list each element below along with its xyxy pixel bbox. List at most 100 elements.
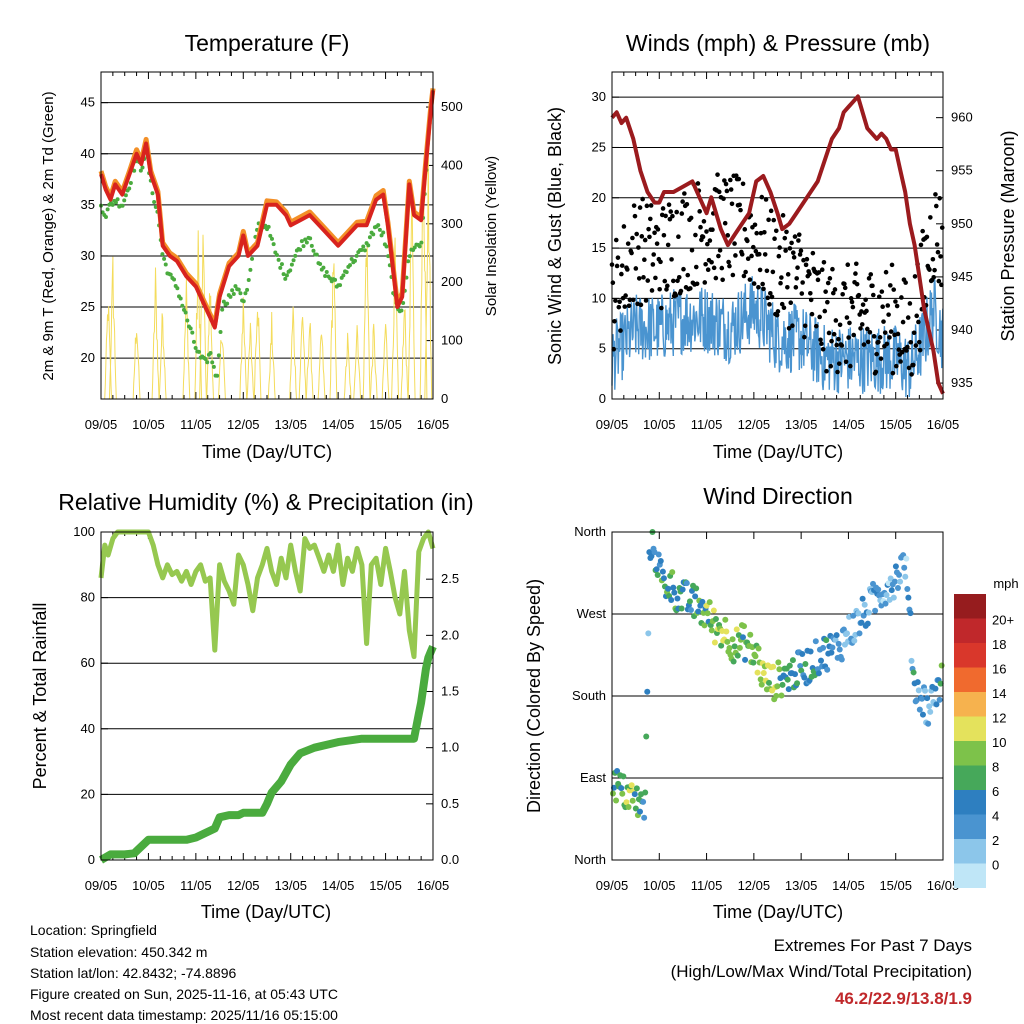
dewpoint-point <box>236 287 241 292</box>
wind-direction-xtick-label: 13/05 <box>785 878 818 893</box>
solar-insolation-trace <box>289 306 297 400</box>
temperature-ytick-label: 45 <box>81 95 95 110</box>
rh-xtick-label: 10/05 <box>132 878 165 893</box>
gust-point <box>688 286 693 291</box>
dewpoint-point <box>175 286 180 291</box>
gust-point <box>703 261 708 267</box>
dewpoint-point <box>183 310 188 315</box>
wind-direction-point <box>801 674 808 681</box>
gust-point <box>745 238 750 244</box>
dewpoint-point <box>314 252 319 257</box>
gust-point <box>754 230 759 236</box>
gust-point <box>899 295 904 300</box>
gust-point <box>785 272 791 277</box>
gust-point <box>807 271 812 277</box>
dewpoint-point <box>298 247 303 252</box>
gust-point <box>781 305 787 310</box>
gust-point <box>759 194 765 200</box>
temperature-xtick-label: 12/05 <box>227 417 260 432</box>
gust-point <box>782 235 788 241</box>
solar-insolation-trace <box>267 311 276 400</box>
dewpoint-point <box>208 350 213 355</box>
wind-direction-point <box>915 687 922 694</box>
wind-direction-point <box>722 616 729 623</box>
rh-xlabel: Time (Day/UTC) <box>201 902 331 922</box>
wind-direction-point <box>671 589 678 596</box>
wind-direction-xtick-label: 10/05 <box>643 878 676 893</box>
gust-point <box>881 319 886 324</box>
dewpoint-point <box>381 230 386 235</box>
dewpoint-point <box>406 259 411 264</box>
gust-point <box>903 280 908 285</box>
gust-point <box>736 176 742 182</box>
gust-point <box>669 257 674 262</box>
winds-frame <box>611 71 944 400</box>
gust-point <box>928 215 933 220</box>
wind-direction-point <box>908 657 915 664</box>
gust-point <box>874 351 880 357</box>
dewpoint-point <box>288 268 293 273</box>
gust-point <box>762 252 768 257</box>
gust-point <box>733 253 738 258</box>
wind-direction-point <box>644 688 651 695</box>
wind-direction-point <box>776 666 783 673</box>
dewpoint-point <box>367 235 372 240</box>
dewpoint-point <box>278 265 283 270</box>
gust-point <box>896 347 902 352</box>
gust-point <box>895 331 901 337</box>
rh-xtick-label: 14/05 <box>322 878 355 893</box>
gust-point <box>743 269 748 275</box>
gust-point <box>768 290 773 296</box>
gust-point <box>667 216 673 222</box>
gust-point <box>809 311 815 317</box>
wind-direction-point <box>668 597 675 604</box>
solar-insolation-trace <box>369 323 378 400</box>
gust-point <box>724 188 730 194</box>
wind-direction-point <box>894 584 901 591</box>
gust-point <box>847 320 852 326</box>
temperature-y2tick-label: 500 <box>441 99 463 114</box>
gust-point <box>636 276 642 281</box>
dewpoint-point <box>407 254 412 259</box>
wind-direction-point <box>903 555 910 562</box>
gust-point <box>818 337 823 343</box>
dewpoint-point <box>269 236 274 241</box>
gust-point <box>939 225 945 230</box>
wind-direction-point <box>695 608 702 615</box>
wind-direction-point <box>856 630 863 637</box>
gust-point <box>625 267 630 272</box>
solar-insolation-trace <box>362 241 371 400</box>
gust-point <box>666 202 672 208</box>
temperature-y2tick-label: 400 <box>441 157 463 172</box>
gust-point <box>682 191 687 196</box>
temperature-ytick-label: 30 <box>81 248 95 263</box>
extremes-subtitle: (High/Low/Max Wind/Total Precipitation) <box>671 962 972 981</box>
gust-point <box>689 247 695 253</box>
gust-point <box>853 261 859 267</box>
gust-point <box>867 329 873 335</box>
wind-direction-ytick-label: North <box>574 852 606 867</box>
gust-point <box>761 286 766 292</box>
gust-point <box>873 369 879 375</box>
gust-point <box>723 181 729 187</box>
wind-direction-point <box>623 799 630 806</box>
dewpoint-point <box>304 240 309 245</box>
wind-direction-point <box>907 610 914 617</box>
wind-direction-xlabel: Time (Day/UTC) <box>713 902 843 922</box>
gust-point <box>791 255 797 260</box>
temperature-panel: 20 25 30 35 40 45 0 100 200 300 400 500 09/05 10/05 11… <box>81 71 463 432</box>
gust-point <box>630 235 635 241</box>
dewpoint-point <box>266 224 271 229</box>
gust-point <box>722 178 727 183</box>
winds-xtick-label: 09/05 <box>596 417 629 432</box>
solar-insolation-trace <box>298 317 307 400</box>
wind-direction-point <box>754 669 761 676</box>
gust-point <box>794 276 799 281</box>
gust-point <box>665 242 671 248</box>
gust-point <box>799 291 805 296</box>
gust-point <box>626 303 632 309</box>
gust-point <box>615 255 621 260</box>
speed-legend-swatch <box>954 618 986 643</box>
dewpoint-point <box>140 165 145 170</box>
gust-point <box>729 201 735 207</box>
